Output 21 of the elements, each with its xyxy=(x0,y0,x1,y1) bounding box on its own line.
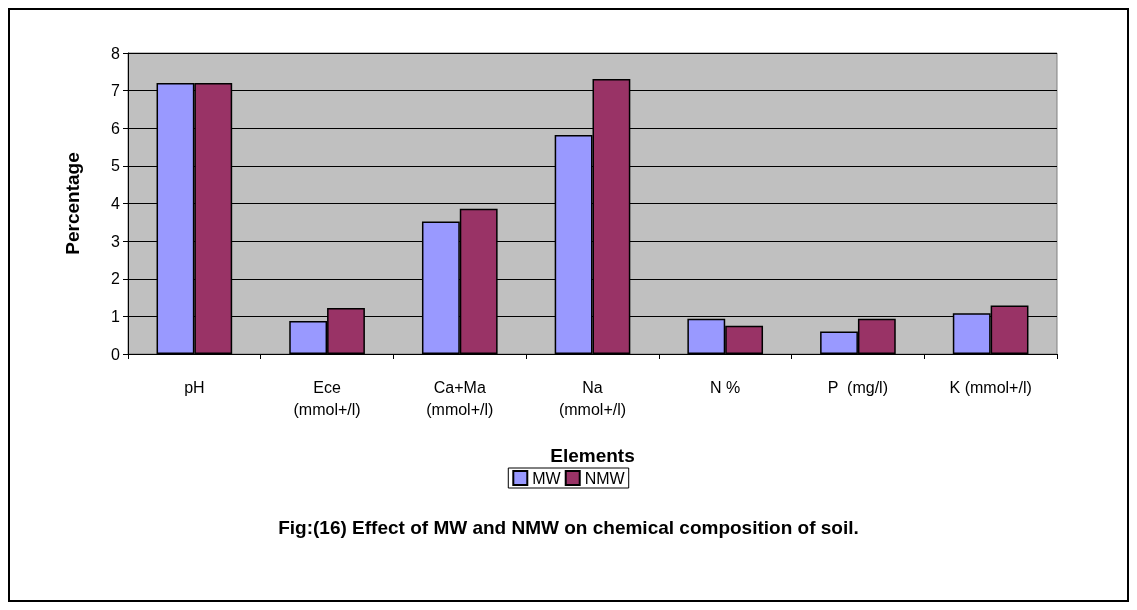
y-tick-label: 6 xyxy=(111,119,121,137)
y-tick-label: 0 xyxy=(111,345,121,363)
text: Fig:(16) Effect of MW and NMW on chemical composition of soil. xyxy=(278,517,859,538)
y-tick-label: 7 xyxy=(111,82,121,100)
x-tick-label: P (mg/l) xyxy=(827,378,889,396)
x-tick-label: Ca+Ma (mmol+/l) xyxy=(426,378,494,418)
y-tick-label: 8 xyxy=(111,44,121,62)
x-tick-label: Ece (mmol+/l) xyxy=(293,378,361,418)
x-tick-label: pH xyxy=(184,378,205,396)
y-tick-label: 5 xyxy=(111,157,121,175)
legend-label: NMW xyxy=(584,469,626,487)
y-tick-label: 3 xyxy=(111,232,121,250)
x-tick-label: N % xyxy=(710,378,741,396)
x-axis-title: Elements xyxy=(550,445,635,466)
y-tick-label: 1 xyxy=(111,307,121,325)
y-axis-title: Percentage xyxy=(62,152,83,255)
y-tick-label: 4 xyxy=(111,195,121,212)
y-tick-label: 2 xyxy=(111,270,121,288)
x-tick-label: K (mmol+/l) xyxy=(949,378,1032,396)
x-tick-label: Na (mmol+/l) xyxy=(558,378,627,418)
legend-label: MW xyxy=(532,469,562,487)
